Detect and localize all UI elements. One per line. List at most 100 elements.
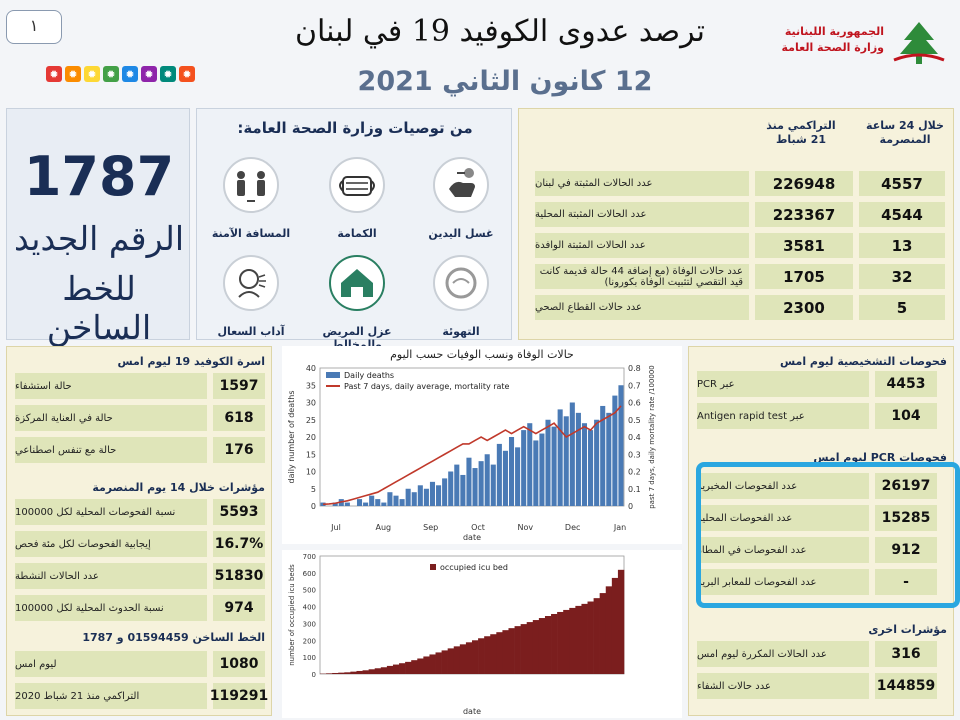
other_indicators-label: عدد حالات الشفاء xyxy=(697,673,869,699)
death-bar xyxy=(448,471,454,506)
diagnostic_tests-value: 104 xyxy=(875,403,937,429)
legend-swatch-deaths xyxy=(326,372,340,378)
death-bar xyxy=(533,440,539,506)
summary-row-label: عدد الحالات المثبتة الوافدة xyxy=(535,233,749,258)
death-bar xyxy=(496,443,502,506)
icu-bar xyxy=(617,569,625,674)
cough-icon xyxy=(223,255,279,311)
icu-bar xyxy=(472,640,479,674)
other_indicators-label: عدد الحالات المكررة ليوم امس xyxy=(697,641,869,667)
diagnostic_tests-label: عبر PCR xyxy=(697,371,869,397)
hotline_calls-value: 119291 xyxy=(210,683,268,709)
chart1-y2tick-label: 0.8 xyxy=(628,364,641,373)
summary-24h-value: 13 xyxy=(859,233,945,258)
indicators14-value: 5593 xyxy=(213,499,265,525)
chart1-ytick-label: 20 xyxy=(306,433,316,442)
summary-24h-value: 4544 xyxy=(859,202,945,227)
left-stats-panel: اسرة الكوفيد 19 ليوم امس مؤشرات خلال 14 … xyxy=(6,346,272,716)
death-bar xyxy=(375,499,381,506)
icu-bar xyxy=(368,669,376,674)
icu-bar xyxy=(581,603,588,674)
page-date: 12 كانون الثاني 2021 xyxy=(357,66,653,97)
icu-bar xyxy=(526,622,534,674)
death-bar xyxy=(436,485,442,506)
icu-bar xyxy=(326,673,333,674)
sun-icon: ✹ xyxy=(179,66,195,82)
hotline_calls-label: التراكمي منذ 21 شباط 2020 xyxy=(15,683,207,709)
diagnostic_tests-value: 4453 xyxy=(875,371,937,397)
recommendations-panel: من توصيات وزارة الصحة العامة: غسل اليدين… xyxy=(196,108,512,351)
sun-icon: ✹ xyxy=(46,66,62,82)
indicators14-label: عدد الحالات النشطة xyxy=(15,563,207,589)
beds-value: 176 xyxy=(213,437,265,463)
sun-icon: ✹ xyxy=(122,66,138,82)
chart1-y2tick-label: 0 xyxy=(628,502,633,511)
death-bar xyxy=(563,416,569,506)
legend-swatch-icu xyxy=(430,564,436,570)
chart1-month-label: Oct xyxy=(471,523,485,532)
summary-cum-value: 2300 xyxy=(755,295,853,320)
chart1-month-label: Sep xyxy=(423,523,438,532)
chart1-ytick-label: 5 xyxy=(311,485,316,494)
icu-bar xyxy=(332,672,339,674)
icu-bar xyxy=(441,650,448,674)
death-bar xyxy=(466,457,472,506)
hotline_calls-value: 1080 xyxy=(213,651,265,677)
pcr_tests-label: عدد الفحوصات في المطار xyxy=(697,537,869,563)
indicators14-label: نسبة الفحوصات المحلية لكل 100000 xyxy=(15,499,207,525)
logo-line2: وزارة الصحة العامة xyxy=(781,41,885,54)
icu-bar xyxy=(465,642,473,674)
chart1-ytick-label: 40 xyxy=(306,364,316,373)
death-bar xyxy=(344,502,350,506)
death-bar xyxy=(442,478,448,506)
legend-label-deaths: Daily deaths xyxy=(344,371,394,380)
death-bar xyxy=(393,495,399,506)
chart1-ytick-label: 35 xyxy=(306,381,316,390)
death-bar xyxy=(417,485,423,506)
rec-label-3: التهوئة xyxy=(442,325,480,338)
icu-bar xyxy=(593,598,600,674)
death-bar xyxy=(527,423,533,506)
col-cum-header: التراكمي منذ 21 شباط xyxy=(766,119,836,146)
legend-label-rate: Past 7 days, daily average, mortality ra… xyxy=(344,382,510,391)
other_indicators-value: 144859 xyxy=(875,673,937,699)
summary-24h-value: 5 xyxy=(859,295,945,320)
hotline-panel: 1787 الرقم الجديد للخط الساخن xyxy=(6,108,190,347)
chart1-y2tick-label: 0.3 xyxy=(628,450,641,459)
death-bar xyxy=(594,419,600,506)
mortality-rate-line xyxy=(322,405,622,506)
col-24h-header: خلال 24 ساعة المنصرمة xyxy=(866,119,944,146)
sun-icon: ✹ xyxy=(65,66,81,82)
rec-label-1: الكمامة xyxy=(337,227,377,240)
sun-icon: ✹ xyxy=(160,66,176,82)
indicators14-title: مؤشرات خلال 14 يوم المنصرمة xyxy=(92,481,265,494)
death-bar xyxy=(405,488,411,506)
death-bar xyxy=(612,395,618,506)
color-sun-strip: ✹ ✹ ✹ ✹ ✹ ✹ ✹ ✹ xyxy=(46,66,195,82)
summary-cum-value: 223367 xyxy=(755,202,853,227)
icu-bar xyxy=(435,652,442,674)
icu-bar xyxy=(587,601,594,674)
death-bar xyxy=(502,450,508,506)
indicators14-value: 51830 xyxy=(213,563,265,589)
icu-bar xyxy=(599,593,607,674)
icu-bar xyxy=(563,609,570,674)
icu-bar xyxy=(532,620,540,674)
icu-bar xyxy=(514,626,521,674)
icu-bar xyxy=(429,654,436,674)
death-bar xyxy=(484,454,490,506)
page-number-button[interactable]: ۱ xyxy=(6,10,62,44)
death-bar xyxy=(618,385,624,506)
beds-label: حالة في العناية المركزة xyxy=(15,405,207,431)
icu-bar xyxy=(399,663,406,674)
icu-bar xyxy=(490,634,497,674)
deaths-chart: حالات الوفاة ونسب الوفيات حسب اليوم 0 5 10… xyxy=(282,346,682,544)
icu-bar xyxy=(496,632,503,674)
chart2-ytick-label: 200 xyxy=(303,637,316,645)
icu-bar xyxy=(611,577,619,674)
pcr_tests-value: 26197 xyxy=(875,473,937,499)
diagnostic_tests-label: عبر Antigen rapid test xyxy=(697,403,869,429)
icu-bar xyxy=(362,670,369,674)
logo-line1: الجمهورية اللبنانية xyxy=(784,25,884,38)
